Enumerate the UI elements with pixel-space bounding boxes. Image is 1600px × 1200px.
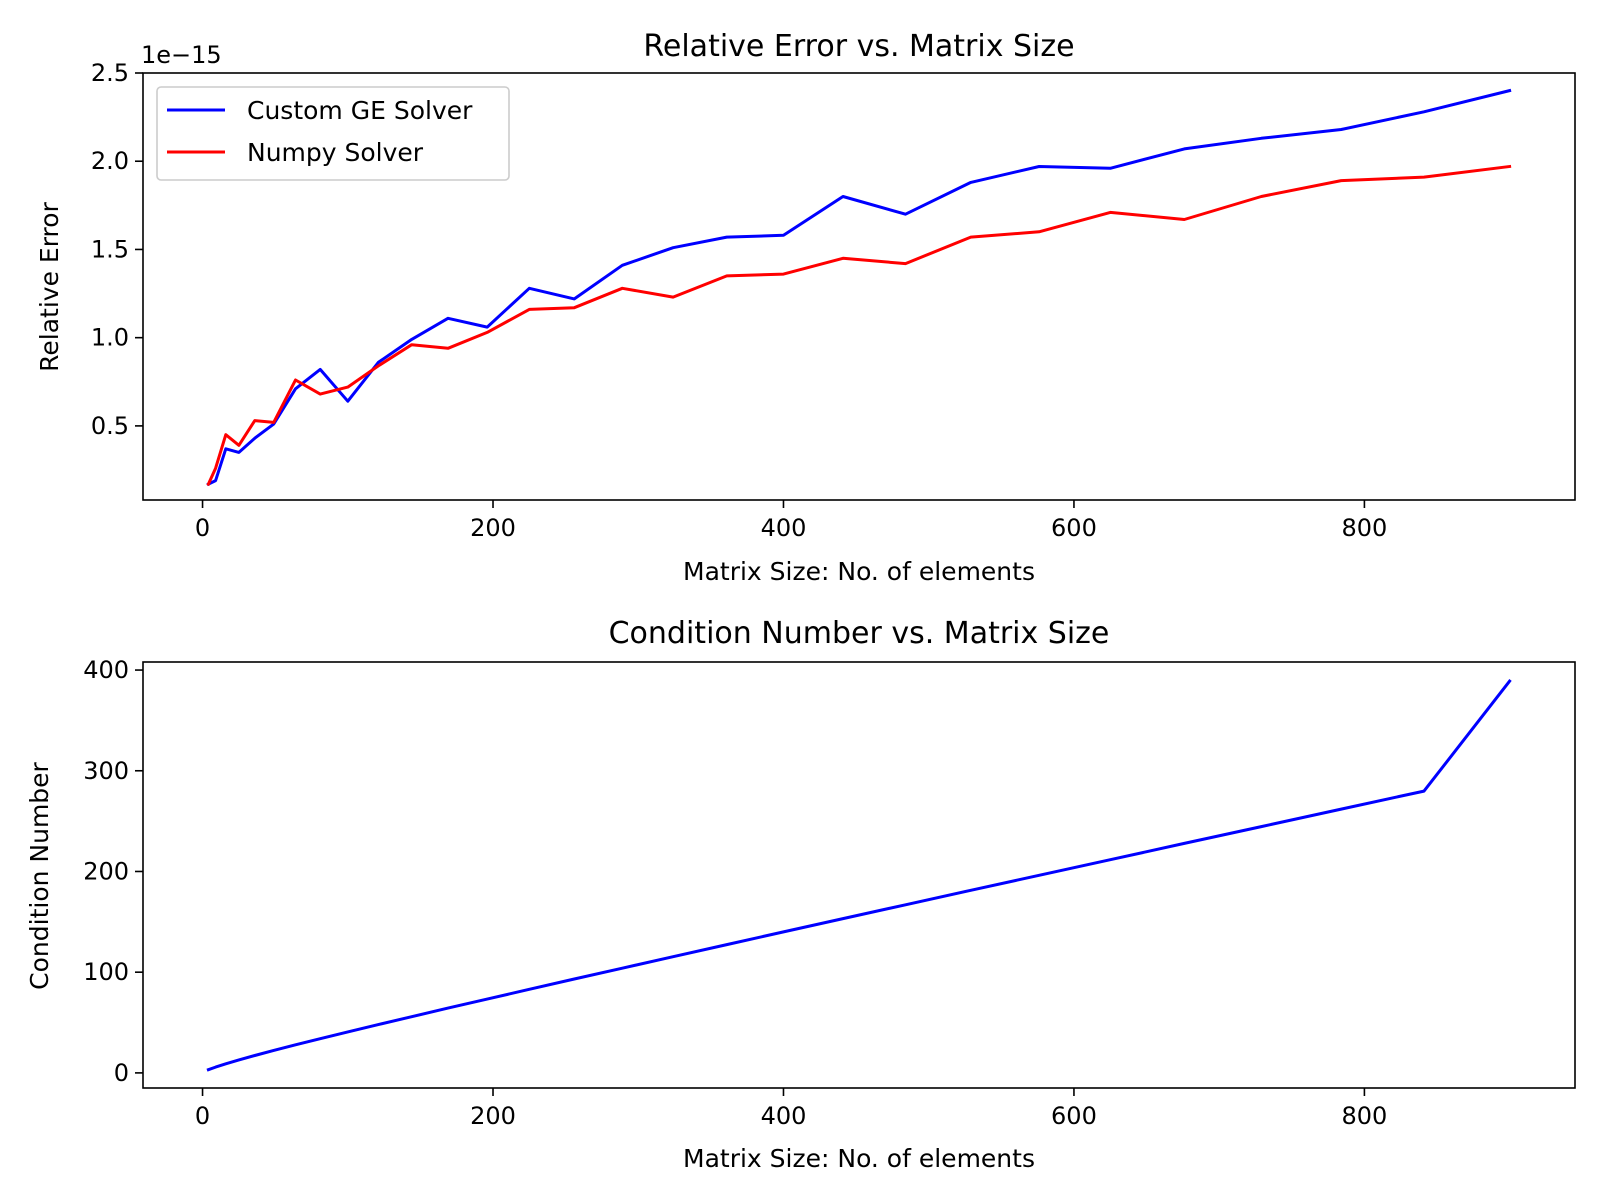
x-tick-label: 200: [470, 514, 516, 542]
series-layer: [206, 678, 1512, 1072]
series-layer: [206, 88, 1512, 487]
x-tick-label: 200: [470, 1102, 516, 1130]
plot-frame: [142, 72, 1576, 501]
legend: Custom GE Solver Numpy Solver: [156, 86, 510, 181]
y-tick-label: 1.5: [91, 235, 129, 263]
condition-number-chart: Condition Number vs. Matrix Size Matrix …: [25, 616, 1576, 1173]
y-tick-label: 400: [83, 656, 129, 684]
y-tick-label: 2.5: [91, 59, 129, 87]
legend-box: [156, 86, 510, 181]
series-line-condition-number: [206, 678, 1512, 1072]
plot-frame: [142, 661, 1576, 1089]
y-tick-label: 200: [83, 857, 129, 885]
y-tick-label: 100: [83, 958, 129, 986]
y-tick-label: 0.5: [91, 412, 129, 440]
x-ticks: 0 200 400 600 800: [195, 1088, 1387, 1130]
x-axis-label: Matrix Size: No. of elements: [683, 1144, 1035, 1173]
y-tick-label: 300: [83, 757, 129, 785]
x-axis-label: Matrix Size: No. of elements: [683, 557, 1035, 586]
relative-error-chart: Relative Error vs. Matrix Size 1e−15 Mat…: [35, 29, 1576, 586]
y-ticks: 0.5 1.0 1.5 2.0 2.5: [91, 59, 143, 440]
y-offset-text: 1e−15: [141, 41, 222, 69]
y-tick-label: 1.0: [91, 324, 129, 352]
chart-title: Relative Error vs. Matrix Size: [643, 29, 1074, 64]
y-axis-label: Relative Error: [35, 201, 64, 371]
x-tick-label: 600: [1051, 1102, 1097, 1130]
x-tick-label: 600: [1051, 514, 1097, 542]
x-tick-label: 800: [1342, 1102, 1388, 1130]
y-tick-label: 0: [114, 1059, 129, 1087]
y-ticks: 0 100 200 300 400: [83, 656, 143, 1087]
y-tick-label: 2.0: [91, 147, 129, 175]
x-tick-label: 0: [195, 1102, 210, 1130]
y-axis-label: Condition Number: [25, 761, 54, 989]
x-ticks: 0 200 400 600 800: [195, 500, 1387, 542]
series-line-custom-ge-solver: [206, 88, 1512, 487]
chart-title: Condition Number vs. Matrix Size: [609, 616, 1110, 651]
x-tick-label: 800: [1342, 514, 1388, 542]
legend-label-numpy-solver: Numpy Solver: [247, 138, 424, 167]
series-line-numpy-solver: [206, 164, 1512, 487]
legend-label-custom-ge-solver: Custom GE Solver: [247, 96, 473, 125]
x-tick-label: 400: [761, 514, 807, 542]
x-tick-label: 400: [761, 1102, 807, 1130]
x-tick-label: 0: [195, 514, 210, 542]
